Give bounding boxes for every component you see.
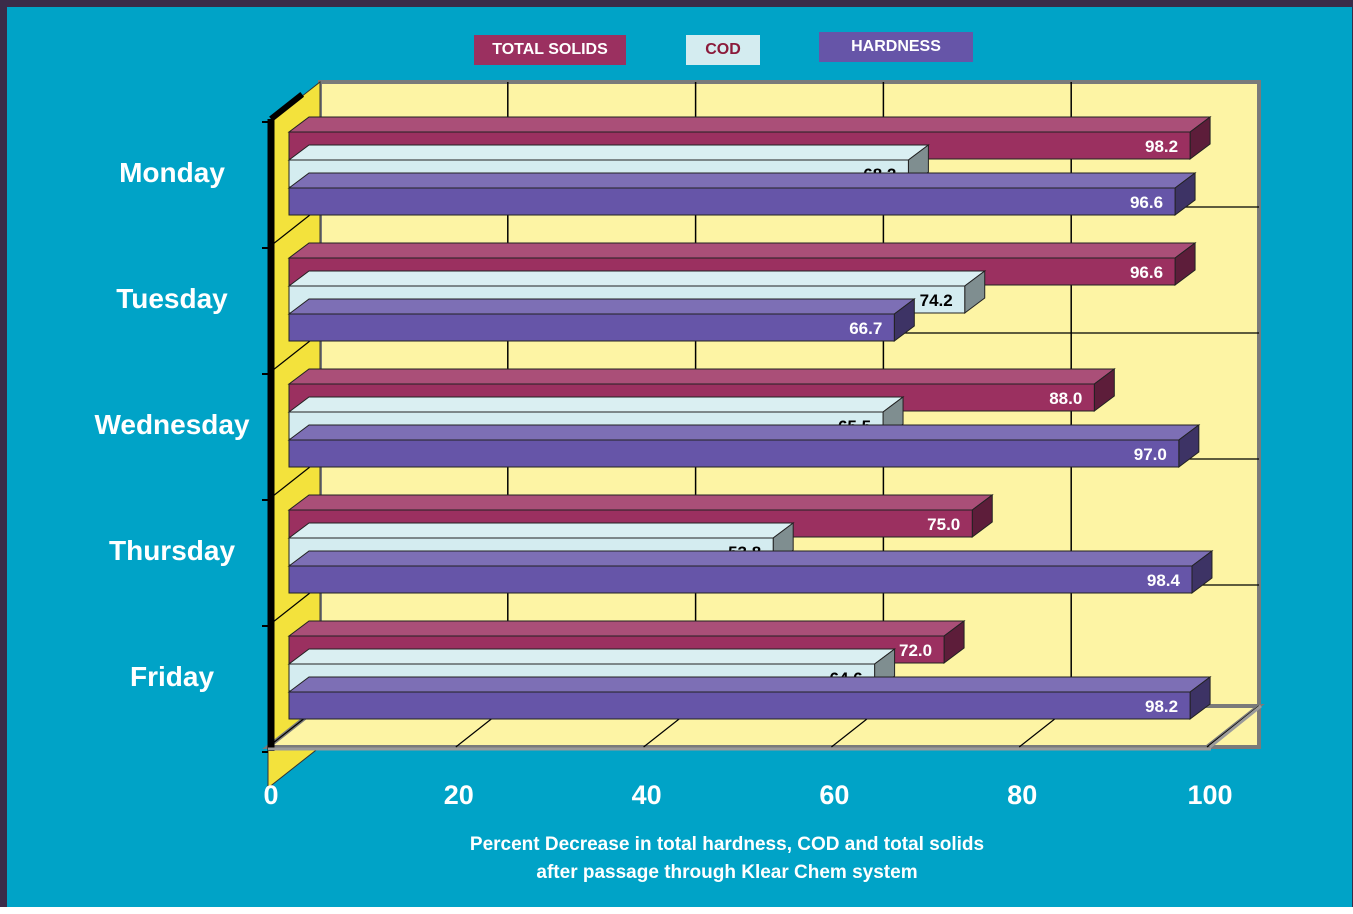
bar-tuesday-hardness-top xyxy=(287,298,916,315)
bar-monday-total-solids-top xyxy=(287,116,1212,133)
bar-monday-total-solids-label: 98.2 xyxy=(1145,137,1178,156)
category-label-thursday: Thursday xyxy=(109,535,235,566)
bar-tuesday-cod-top xyxy=(287,270,987,287)
legend-hardness: HARDNESS xyxy=(819,32,973,62)
x-tick-label-20: 20 xyxy=(444,780,474,810)
bar-wednesday-total-solids-label: 88.0 xyxy=(1049,389,1082,408)
legend-cod: COD xyxy=(686,35,760,65)
y-axis-top-edge xyxy=(269,92,305,122)
bar-thursday-hardness-top xyxy=(287,550,1214,567)
bar-friday-hardness-top xyxy=(287,676,1212,693)
x-tick-label-100: 100 xyxy=(1187,780,1232,810)
bar-thursday-total-solids-label: 75.0 xyxy=(927,515,960,534)
bar-chart: 0 20 40 60 80 100 Monday Tuesday Wednesday Thursd… xyxy=(94,80,1265,810)
x-tick-label-80: 80 xyxy=(1007,780,1037,810)
bar-tuesday-cod-label: 74.2 xyxy=(920,291,953,310)
bar-thursday-cod-top xyxy=(287,522,795,539)
category-label-tuesday: Tuesday xyxy=(116,283,228,314)
bar-thursday-hardness-label: 98.4 xyxy=(1147,571,1181,590)
legend-total-solids: TOTAL SOLIDS xyxy=(474,35,626,65)
bar-thursday-hardness xyxy=(288,565,1193,594)
bar-wednesday-cod-top xyxy=(287,396,905,413)
bar-monday-hardness xyxy=(288,187,1176,216)
bar-tuesday-hardness xyxy=(288,313,895,342)
category-label-wednesday: Wednesday xyxy=(94,409,250,440)
x-tick-label-40: 40 xyxy=(632,780,662,810)
bar-wednesday-hardness-label: 97.0 xyxy=(1134,445,1167,464)
bar-wednesday-total-solids-top xyxy=(287,368,1116,385)
x-tick-label-60: 60 xyxy=(819,780,849,810)
bar-friday-total-solids-label: 72.0 xyxy=(899,641,932,660)
bar-friday-hardness-label: 98.2 xyxy=(1145,697,1178,716)
bar-wednesday-hardness-top xyxy=(287,424,1201,441)
x-axis-title-line-1: Percent Decrease in total hardness, COD … xyxy=(469,834,985,855)
category-label-friday: Friday xyxy=(130,661,214,692)
category-label-monday: Monday xyxy=(119,157,225,188)
x-tick-label-0: 0 xyxy=(263,780,278,810)
bar-thursday-total-solids-top xyxy=(287,494,994,511)
bar-tuesday-total-solids-label: 96.6 xyxy=(1130,263,1163,282)
bar-friday-cod-top xyxy=(287,648,897,665)
bar-tuesday-hardness-label: 66.7 xyxy=(849,319,882,338)
bar-monday-hardness-top xyxy=(287,172,1197,189)
bar-tuesday-total-solids-top xyxy=(287,242,1197,259)
bar-monday-hardness-label: 96.6 xyxy=(1130,193,1163,212)
bar-wednesday-hardness xyxy=(288,439,1180,468)
bar-friday-hardness xyxy=(288,691,1191,720)
x-axis-title: Percent Decrease in total hardness, COD … xyxy=(307,831,1147,887)
x-axis-title-line-2: after passage through Klear Chem system xyxy=(536,862,918,883)
x-axis-right-edge xyxy=(1209,704,1262,749)
bar-monday-cod-top xyxy=(287,144,930,161)
bar-friday-total-solids-top xyxy=(287,620,966,637)
